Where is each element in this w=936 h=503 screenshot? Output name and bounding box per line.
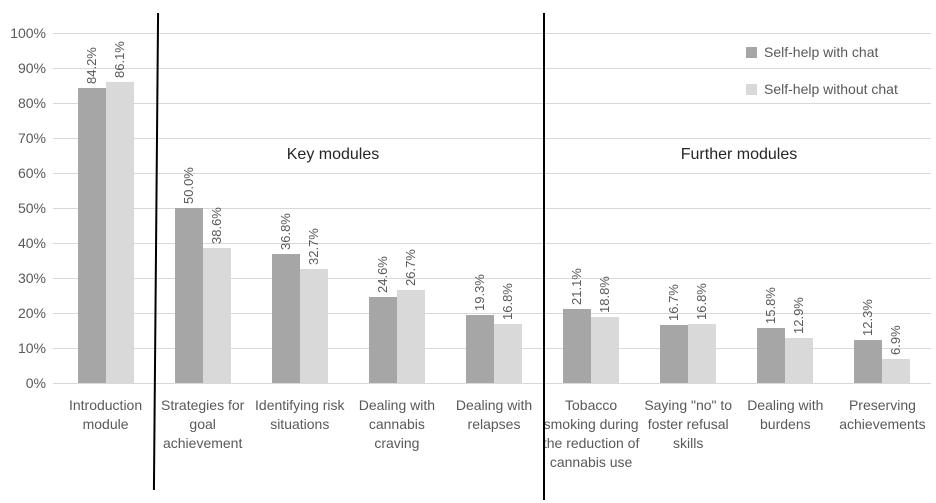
gridline xyxy=(53,32,931,34)
y-axis-tick-label: 90% xyxy=(17,60,46,76)
bar-value-label-text: 18.8% xyxy=(597,276,613,314)
bar-value-label-text: 15.8% xyxy=(763,286,779,324)
gridline xyxy=(53,172,931,174)
bar-value-label-text: 12.3% xyxy=(860,299,876,336)
section-divider-right xyxy=(543,13,545,500)
legend: Self-help with chat Self-help without cha… xyxy=(746,42,898,116)
y-axis-tick-label: 50% xyxy=(17,200,46,216)
x-axis-category-label: Introduction module xyxy=(68,397,143,432)
bar-with-chat xyxy=(563,309,592,383)
bar-without-chat xyxy=(202,247,231,383)
gridline xyxy=(53,312,931,314)
bar-value-label-text: 86.1% xyxy=(111,40,127,78)
bar-with-chat xyxy=(368,296,397,383)
y-axis-tick-label: 80% xyxy=(17,95,46,111)
x-axis-category-label: Identifying risk situations xyxy=(255,397,345,432)
x-axis-category-label: Tobacco smoking during the reduction of … xyxy=(542,397,640,470)
legend-label: Self-help without chat xyxy=(764,81,898,97)
bar-with-chat xyxy=(466,315,494,383)
gridline xyxy=(53,137,931,139)
bar-value-label-text: 36.8% xyxy=(277,213,293,251)
bar-value-label-text: 19.3% xyxy=(472,274,487,312)
x-axis-category-label: Preserving achievements xyxy=(839,397,926,432)
gridline xyxy=(53,67,931,69)
gridline xyxy=(53,242,931,244)
legend-swatch-icon xyxy=(746,46,757,58)
bar-without-chat xyxy=(785,337,814,383)
section-title-further-modules: Further modules xyxy=(680,146,798,163)
bar-with-chat xyxy=(174,208,203,383)
bar-value-label-text: 12.9% xyxy=(791,296,807,334)
bar-with-chat xyxy=(854,339,883,383)
bar-with-chat xyxy=(660,324,689,383)
legend-label: Self-help with chat xyxy=(764,44,879,60)
bar-value-label-text: 26.7% xyxy=(402,248,418,286)
bar-without-chat xyxy=(882,358,911,383)
bar-without-chat xyxy=(396,289,425,383)
bar-without-chat xyxy=(494,324,522,383)
y-axis-tick-label: 30% xyxy=(17,270,46,286)
bar-value-label-text: 38.6% xyxy=(208,207,224,244)
bar-value-label-text: 6.9% xyxy=(888,325,904,355)
bar-value-label-text: 24.6% xyxy=(374,256,390,293)
y-axis-tick-label: 20% xyxy=(17,305,46,321)
x-axis-category-label: Dealing with burdens xyxy=(747,397,824,432)
y-axis-tick-label: 60% xyxy=(17,165,46,181)
y-axis-tick-label: 0% xyxy=(25,375,46,391)
section-title-key-modules: Key modules xyxy=(286,146,380,163)
y-axis-tick-label: 100% xyxy=(10,25,46,41)
bar-value-label-text: 50.0% xyxy=(180,167,196,204)
bar-without-chat xyxy=(105,81,134,383)
y-axis-tick-label: 70% xyxy=(17,130,46,146)
y-axis-tick-label: 10% xyxy=(17,340,46,356)
bar-value-label-text: 32.7% xyxy=(305,227,321,265)
x-axis-category-label: Dealing with relapses xyxy=(455,397,533,432)
bar-with-chat xyxy=(271,254,300,383)
gridline xyxy=(53,207,931,209)
bar-value-label-text: 16.8% xyxy=(694,283,710,321)
bar-without-chat xyxy=(688,324,717,383)
bar-value-label-text: 16.7% xyxy=(666,283,682,321)
bar-value-label-text: 21.1% xyxy=(569,268,585,306)
x-axis-category-label: Saying "no" to foster refusal skills xyxy=(644,397,733,451)
legend-swatch-icon xyxy=(746,83,757,95)
bar-value-label-text: 84.2% xyxy=(83,47,99,85)
gridline xyxy=(53,277,931,279)
bar-with-chat xyxy=(77,88,106,383)
bar-without-chat xyxy=(299,268,328,383)
bar-with-chat xyxy=(757,327,786,383)
legend-entry-with-chat: Self-help with chat xyxy=(746,42,898,62)
legend-entry-without-chat: Self-help without chat xyxy=(746,79,898,99)
x-axis-category-label: Dealing with cannabis craving xyxy=(358,397,436,451)
gridline xyxy=(53,382,931,384)
bar-value-label-text: 16.8% xyxy=(500,283,515,321)
bar-without-chat xyxy=(591,317,620,383)
x-axis-category-label: Strategies for goal achievement xyxy=(161,397,245,451)
y-axis-tick-label: 40% xyxy=(17,235,46,251)
gridline xyxy=(53,102,931,104)
